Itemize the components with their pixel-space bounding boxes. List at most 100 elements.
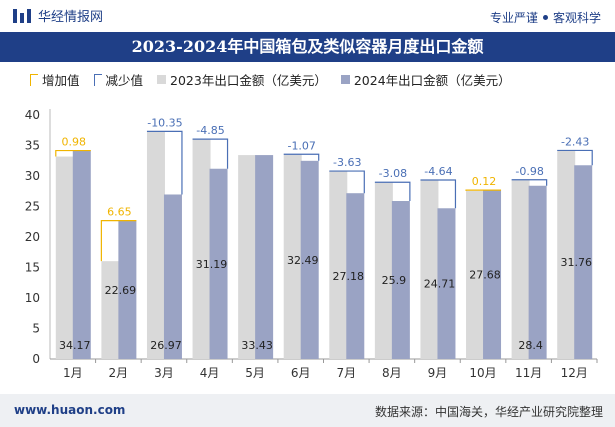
bar-2024: [391, 201, 410, 359]
bar-value-label: 33.43: [241, 339, 273, 352]
bar-2024: [118, 220, 137, 359]
change-label: -1.07: [287, 139, 315, 152]
x-tick-label: 9月: [428, 366, 448, 380]
footer-website[interactable]: www.huaon.com: [14, 403, 126, 417]
decrease-bracket: [557, 149, 593, 166]
x-tick-label: 2月: [109, 366, 129, 380]
tagline: 专业严谨 客观科学: [490, 9, 601, 26]
x-tick-label: 1月: [63, 366, 83, 380]
y-tick-label: 5: [32, 322, 40, 336]
y-tick-label: 0: [32, 352, 40, 366]
bar-2024: [528, 185, 547, 359]
change-label: -3.63: [333, 156, 361, 169]
increase-bracket: [465, 189, 502, 191]
decrease-bracket: [146, 130, 183, 195]
y-tick-label: 20: [25, 230, 40, 244]
bar-2024: [300, 160, 319, 359]
bar-2023: [466, 190, 485, 359]
bar-2023: [557, 150, 576, 359]
legend-item-decrease: 减少值: [93, 70, 144, 89]
change-label: -0.98: [515, 165, 543, 178]
decrease-swatch-icon: [93, 73, 102, 86]
legend-item-2023: 2023年出口金额（亿美元）: [157, 70, 327, 89]
bar-2024: [163, 194, 182, 359]
x-tick-label: 11月: [515, 366, 542, 380]
top-bar: 华经情报网 专业严谨 客观科学: [0, 0, 615, 32]
y-tick-label: 25: [25, 200, 40, 214]
bar-2023: [146, 131, 165, 359]
bar-2023: [374, 182, 393, 359]
y-tick-label: 30: [25, 169, 40, 183]
change-label: -3.08: [379, 167, 407, 180]
tagline-left: 专业严谨: [489, 11, 538, 25]
increase-bracket: [100, 219, 137, 262]
brand-name: 华经情报网: [38, 10, 104, 25]
bar-chart: 0 5 10 15 20 25 30 35 40 0.98 34.17 1月 6.65 22.69 2月 -1…: [25, 108, 598, 380]
bar-2024: [574, 165, 593, 359]
chart-legend: 增加值 减少值 2023年出口金额（亿美元） 2024年出口金额（亿美元）: [30, 70, 525, 89]
bar-2023: [192, 139, 211, 359]
y-tick-label: 10: [25, 291, 40, 305]
x-tick-label: 5月: [245, 366, 265, 380]
bar-2023: [101, 261, 120, 359]
footer-source: 数据来源：中国海关，华经产业研究院整理: [374, 405, 603, 419]
bar-value-label: 31.76: [560, 256, 592, 269]
decrease-bracket: [374, 181, 411, 202]
brand[interactable]: 华经情报网: [12, 6, 103, 25]
tagline-right: 客观科学: [552, 11, 601, 25]
change-label: 0.12: [472, 175, 497, 188]
increase-swatch-icon: [30, 73, 38, 86]
change-label: -4.85: [196, 124, 224, 137]
bar-value-label: 32.49: [287, 254, 319, 267]
y-tick-label: 40: [25, 108, 40, 122]
change-label: 0.98: [62, 136, 87, 149]
bar-2023: [511, 179, 530, 359]
bar-2024: [346, 193, 365, 359]
x-tick-label: 4月: [200, 366, 220, 380]
bar-value-label: 28.4: [518, 339, 543, 352]
change-label: -10.35: [147, 116, 182, 129]
separator-dot-icon: [542, 15, 548, 20]
bar-value-label: 27.18: [333, 270, 365, 283]
change-label: -4.64: [424, 165, 452, 178]
decrease-bracket: [329, 170, 365, 194]
x-tick-label: 10月: [469, 366, 496, 380]
bar-value-label: 25.9: [382, 274, 407, 287]
bar-2023: [283, 154, 302, 359]
x-tick-label: 7月: [336, 366, 356, 380]
change-label: -2.43: [561, 135, 589, 148]
x-tick-label: 6月: [291, 366, 311, 380]
swatch-2023-icon: [157, 75, 167, 84]
bar-2024: [72, 150, 91, 359]
bar-value-label: 34.17: [59, 339, 91, 352]
decrease-bracket: [192, 138, 229, 169]
bar-value-label: 22.69: [105, 284, 137, 297]
bar-value-label: 26.97: [150, 339, 182, 352]
bar-value-label: 27.68: [469, 269, 501, 282]
brand-logo-icon: [13, 8, 31, 23]
y-tick-label: 35: [25, 139, 40, 153]
bar-2024: [255, 155, 274, 359]
decrease-bracket: [420, 179, 457, 209]
legend-label-decrease: 减少值: [105, 73, 144, 88]
legend-label-2024: 2024年出口金额（亿美元）: [353, 73, 511, 88]
increase-bracket: [55, 149, 91, 157]
chart-title: 2023-2024年中国箱包及类似容器月度出口金额: [0, 32, 615, 62]
y-tick-label: 15: [25, 261, 40, 275]
footer: www.huaon.com 数据来源：中国海关，华经产业研究院整理: [0, 394, 615, 427]
bar-2023: [329, 171, 348, 359]
bar-value-label: 31.19: [196, 258, 228, 271]
x-tick-label: 3月: [154, 366, 174, 380]
legend-label-increase: 增加值: [42, 73, 80, 88]
decrease-bracket: [511, 179, 548, 186]
decrease-bracket: [283, 153, 320, 161]
x-tick-label: 12月: [561, 366, 588, 380]
x-tick-label: 8月: [382, 366, 402, 380]
change-label: 6.65: [107, 206, 132, 219]
legend-item-2024: 2024年出口金额（亿美元）: [340, 70, 511, 89]
bar-value-label: 24.71: [424, 278, 456, 291]
legend-label-2023: 2023年出口金额（亿美元）: [170, 73, 327, 88]
bar-2023: [238, 155, 257, 359]
bar-2023: [55, 156, 74, 359]
legend-item-increase: 增加值: [30, 70, 80, 89]
